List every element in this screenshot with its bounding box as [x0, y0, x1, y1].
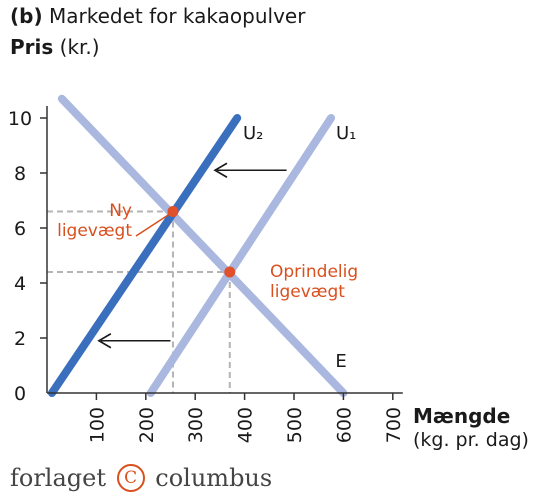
x-tick-label-5: 600	[333, 407, 355, 443]
x-tick-label-6: 700	[383, 407, 405, 443]
x-axis-label-main: Mængde	[413, 404, 511, 428]
equilibrium-label-1-1: ligevægt	[57, 221, 132, 241]
title-text: Markedet for kakaopulver	[48, 4, 306, 28]
equilibrium-point-1	[167, 206, 179, 217]
y-tick-label-0: 0	[14, 383, 26, 405]
equilibrium-label-1-0: Ny	[109, 201, 132, 221]
shift-arrow-head-0	[213, 162, 228, 178]
series-line-1	[146, 114, 336, 397]
equilibrium-label-0-0: Oprindelig	[270, 262, 358, 282]
logo-copyright-icon: C	[116, 463, 145, 492]
shift-arrow-head-1	[97, 333, 112, 349]
series-line-0	[57, 94, 348, 397]
equilibrium-points	[167, 206, 236, 278]
y-axis-label: Pris (kr.)	[10, 35, 100, 59]
series-line-2	[47, 114, 242, 397]
y-axis-label-unit: (kr.)	[59, 35, 100, 59]
x-axis-label: Mængde (kg. pr. dag)	[413, 404, 529, 451]
x-tick-label-3: 400	[235, 407, 257, 443]
curves	[47, 94, 348, 397]
x-tick-label-4: 500	[284, 407, 306, 443]
x-axis-label-unit: (kg. pr. dag)	[413, 429, 529, 451]
equilibrium-point-0	[224, 266, 236, 278]
guide-lines	[47, 210, 231, 393]
chart-title: (b) Markedet for kakaopulver	[10, 4, 305, 28]
x-tick-label-1: 200	[136, 407, 158, 443]
series-label-1: U₁	[336, 123, 356, 144]
panel-label: (b)	[10, 4, 43, 28]
series-label-0: E	[335, 351, 346, 372]
equilibrium-leader-1	[135, 213, 170, 237]
x-tick-label-2: 300	[185, 407, 207, 443]
logo-text-left: forlaget	[10, 464, 106, 492]
publisher-logo: forlaget C columbus	[10, 463, 273, 494]
y-tick-label-1: 2	[14, 328, 26, 350]
y-tick-label-3: 6	[14, 218, 26, 240]
x-tick-label-0: 100	[86, 407, 108, 443]
shift-arrows	[97, 162, 287, 349]
y-tick-label-2: 4	[14, 273, 26, 295]
y-axis-label-main: Pris	[10, 35, 54, 59]
y-tick-label-5: 10	[8, 108, 32, 130]
logo-text-right: columbus	[155, 464, 273, 492]
axes: 0 2 4 6 8 10 100 200 300 400 500 600 700	[8, 106, 405, 443]
y-tick-label-4: 8	[14, 163, 26, 185]
series-label-2: U₂	[243, 123, 263, 144]
equilibrium-label-0-1: ligevægt	[270, 282, 345, 302]
